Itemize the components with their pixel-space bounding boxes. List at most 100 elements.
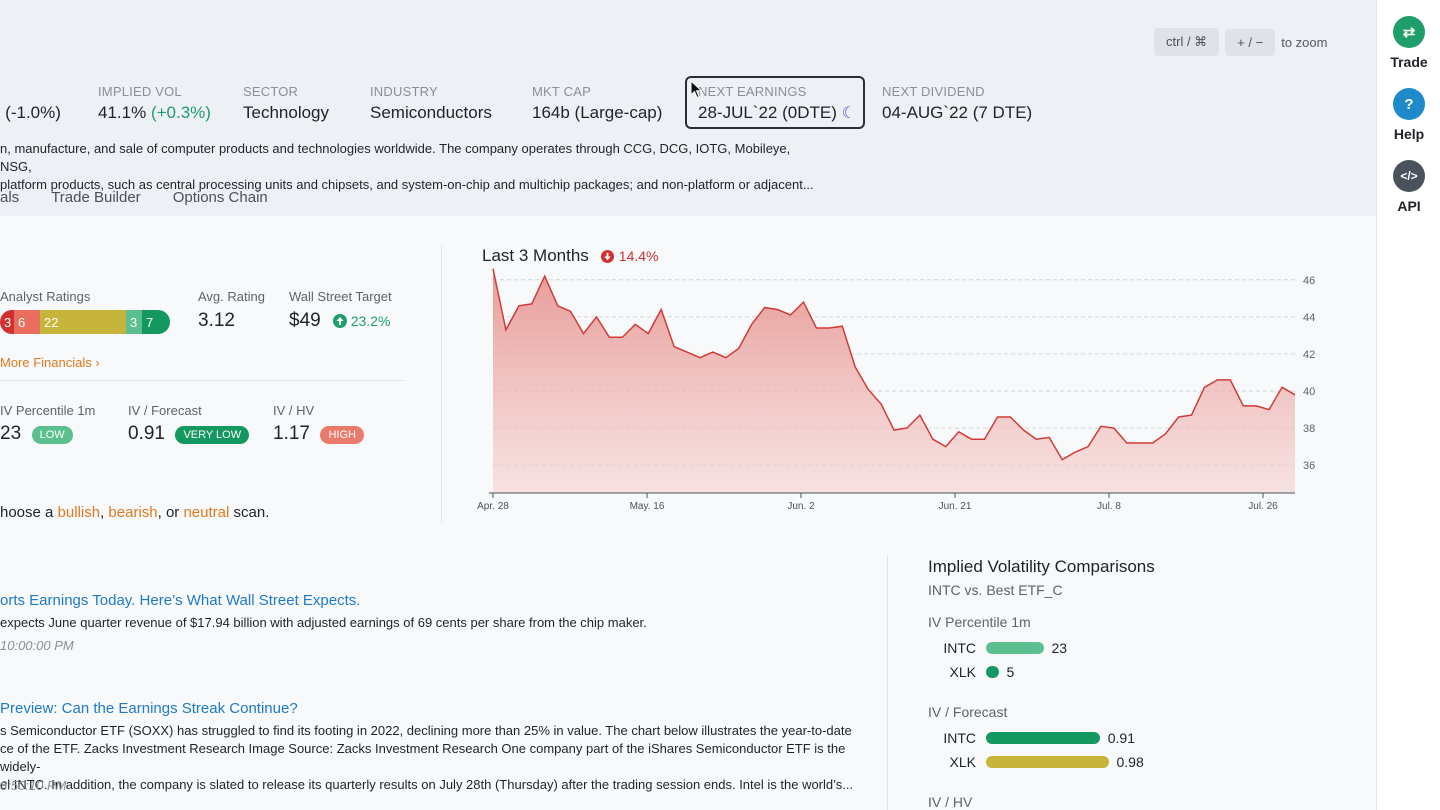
scan-text-post: scan. (229, 504, 270, 521)
scan-bearish-link[interactable]: bearish (108, 504, 158, 521)
chart-title: Last 3 Months (482, 246, 589, 265)
iv-compare-section-label: IV Percentile 1m (928, 614, 1031, 630)
rail-help[interactable]: ? Help (1377, 88, 1440, 142)
price-chart: 36 38 40 42 44 46 Apr. 28 May. 16 Jun. 2 Jun. 21 J… (477, 268, 1315, 512)
scan-neutral-link[interactable]: neutral (183, 504, 230, 521)
description-line-1: n, manufacture, and sale of computer pro… (0, 141, 791, 174)
iv-compare-ticker: XLK (949, 664, 976, 680)
wall-street-target: $49 23.2% (289, 310, 390, 332)
tab-trade-builder[interactable]: Trade Builder (51, 189, 141, 206)
stat-next-dividend: NEXT DIVIDEND 04-AUG`22 (7 DTE) (882, 84, 1032, 123)
code-icon: </> (1393, 160, 1425, 192)
y-tick-label: 36 (1303, 460, 1315, 472)
x-tick-label: May. 16 (630, 501, 665, 512)
arrow-down-circle-icon (600, 249, 614, 263)
wall-street-target-value: $49 (289, 310, 321, 331)
news-title[interactable]: orts Earnings Today. Here’s What Wall St… (0, 592, 361, 609)
more-financials-link[interactable]: More Financials › (0, 355, 100, 370)
iv-compare-section-label: IV / Forecast (928, 704, 1008, 720)
stat-mkt-cap: MKT CAP 164b (Large-cap) (532, 84, 662, 123)
industry-label: INDUSTRY (370, 84, 438, 99)
y-tick-label: 38 (1303, 423, 1315, 435)
news-body-line: ce of the ETF. Zacks Investment Research… (0, 741, 846, 774)
stat-next-earnings[interactable]: NEXT EARNINGS 28-JUL`22 (0DTE) ☾ (698, 84, 856, 123)
iv-hv: 1.17 HIGH (273, 423, 364, 445)
zoom-key-plusminus: + / − (1225, 28, 1276, 56)
iv-compare-ticker: INTC (943, 730, 976, 746)
tab-financials[interactable]: als (0, 189, 20, 206)
tab-bar: als Trade Builder Options Chain (0, 189, 300, 206)
x-tick-label: Jun. 21 (939, 501, 972, 512)
zoom-key-ctrl: ctrl / ⌘ (1154, 28, 1220, 56)
x-tick-label: Jul. 26 (1248, 501, 1278, 512)
price-area (493, 268, 1295, 493)
avg-rating-value: 3.12 (198, 310, 235, 331)
iv-compare-value: 5 (1006, 664, 1015, 680)
iv-compare-row: INTC 23 (928, 640, 1067, 656)
y-tick-label: 44 (1303, 312, 1315, 324)
mkt-cap-value: 164b (Large-cap) (532, 103, 663, 122)
iv-comparisons-title: Implied Volatility Comparisons (928, 557, 1155, 576)
news-title[interactable]: Preview: Can the Earnings Streak Continu… (0, 700, 298, 717)
next-earnings-label: NEXT EARNINGS (698, 84, 807, 99)
mouse-cursor-icon (690, 80, 703, 99)
iv-hv-chip: HIGH (320, 425, 364, 444)
iv-percentile-chip: LOW (31, 425, 73, 444)
iv-compare-ticker: INTC (943, 640, 976, 656)
next-earnings-box[interactable] (685, 76, 865, 129)
company-description: n, manufacture, and sale of computer pro… (0, 140, 820, 194)
chart-change: 14.4% (618, 248, 659, 264)
implied-vol-delta: (+0.3%) (150, 103, 211, 122)
swap-icon: ⇄ (1393, 16, 1425, 48)
iv-compare-row: XLK 5 (928, 664, 1015, 680)
scan-text-pre: hoose a (0, 504, 58, 521)
stat-industry: INDUSTRY Semiconductors (370, 84, 492, 123)
scan-text-sep2: , or (157, 504, 184, 521)
iv-compare-bar (986, 732, 1100, 744)
analyst-ratings-label: Analyst Ratings (0, 289, 91, 304)
question-icon: ? (1393, 88, 1425, 120)
avg-rating-label: Avg. Rating (198, 289, 265, 304)
rail-trade[interactable]: ⇄ Trade (1377, 16, 1440, 70)
iv-compare-value: 23 (1051, 640, 1068, 656)
tab-options-chain[interactable]: Options Chain (172, 189, 268, 206)
iv-percentile-value: 23 (0, 423, 22, 444)
next-earnings-value: 28-JUL`22 (0DTE) (698, 103, 837, 122)
description-line-2: platform products, such as central proce… (0, 177, 814, 192)
news-body: expects June quarter revenue of $17.94 b… (0, 614, 860, 632)
stat-sector: SECTOR Technology (243, 84, 329, 123)
rating-strong-buy: 7 (142, 310, 170, 334)
arrow-up-circle-icon (332, 314, 347, 328)
moon-icon: ☾ (841, 105, 856, 122)
iv-hv-section-label: IV / HV (928, 794, 973, 810)
divider-horizontal (0, 380, 404, 381)
iv-percentile-label: IV Percentile 1m (0, 403, 96, 418)
rail-trade-label: Trade (1390, 54, 1428, 70)
price-change-value: 7 (-1.0%) (0, 103, 61, 122)
implied-vol-label: IMPLIED VOL (98, 84, 182, 99)
y-tick-label: 46 (1303, 275, 1315, 287)
wall-street-target-delta: 23.2% (350, 313, 391, 329)
divider-vertical (441, 245, 442, 523)
iv-compare-value: 0.91 (1107, 730, 1135, 746)
sector-value: Technology (243, 103, 330, 122)
price-line (492, 268, 1296, 461)
analyst-ratings-bar: 3 6 22 3 7 (0, 310, 170, 334)
header-panel: ctrl / ⌘ + / − to zoom 7 (-1.0%) IMPLIED… (0, 0, 1376, 216)
right-rail: ⇄ Trade ? Help </> API (1376, 0, 1440, 810)
mkt-cap-label: MKT CAP (532, 84, 591, 99)
news-time: 3:50:10 PM (0, 778, 67, 793)
y-tick-label: 40 (1303, 386, 1315, 398)
iv-forecast: 0.91 VERY LOW (128, 423, 250, 445)
implied-vol-value: 41.1% (98, 103, 147, 122)
rail-api-label: API (1397, 198, 1421, 214)
iv-compare-row: XLK 0.98 (928, 754, 1144, 770)
iv-comparisons-subtitle: INTC vs. Best ETF_C (928, 582, 1063, 598)
iv-compare-value: 0.98 (1116, 754, 1144, 770)
rail-help-label: Help (1393, 126, 1425, 142)
rating-hold: 22 (40, 310, 126, 334)
rating-strong-sell: 3 (0, 310, 14, 334)
rating-sell: 6 (14, 310, 40, 334)
scan-bullish-link[interactable]: bullish (57, 504, 101, 521)
rail-api[interactable]: </> API (1377, 160, 1440, 214)
